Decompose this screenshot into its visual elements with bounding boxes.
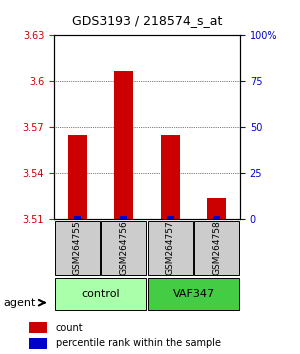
FancyBboxPatch shape — [55, 221, 100, 275]
FancyBboxPatch shape — [194, 221, 239, 275]
Bar — [68, 135, 87, 219]
Bar — [167, 216, 174, 219]
Text: GSM264756: GSM264756 — [119, 221, 128, 275]
Bar — [213, 216, 220, 219]
Bar — [161, 135, 179, 219]
Bar — [28, 338, 47, 349]
Text: GDS3193 / 218574_s_at: GDS3193 / 218574_s_at — [72, 13, 222, 27]
FancyBboxPatch shape — [55, 278, 146, 310]
Text: control: control — [81, 289, 120, 299]
Bar — [74, 216, 81, 219]
Text: GSM264755: GSM264755 — [73, 221, 82, 275]
Text: agent: agent — [3, 298, 35, 308]
FancyBboxPatch shape — [148, 278, 239, 310]
FancyBboxPatch shape — [148, 221, 193, 275]
Text: count: count — [56, 322, 83, 332]
Bar — [115, 71, 133, 219]
FancyBboxPatch shape — [101, 221, 146, 275]
Text: GSM264758: GSM264758 — [212, 221, 221, 275]
Text: GSM264757: GSM264757 — [166, 221, 175, 275]
Bar — [28, 322, 47, 333]
Bar — [120, 216, 127, 219]
Text: VAF347: VAF347 — [172, 289, 214, 299]
Text: percentile rank within the sample: percentile rank within the sample — [56, 338, 220, 348]
Bar — [208, 198, 226, 219]
